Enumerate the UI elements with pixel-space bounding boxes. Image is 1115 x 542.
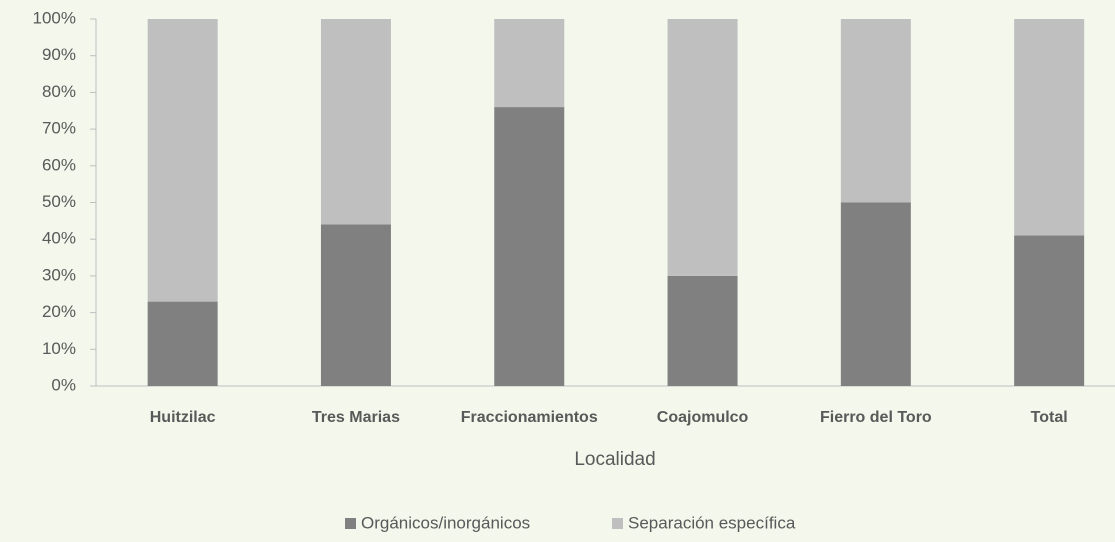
bar-segment	[1014, 19, 1085, 236]
bar-segment	[840, 19, 911, 203]
y-tick-label: 60%	[42, 155, 76, 174]
bar-segment	[494, 107, 565, 386]
bar-segment	[667, 275, 738, 386]
legend-label: Separación específica	[628, 513, 796, 532]
legend-swatch	[612, 518, 623, 529]
x-tick-label: Huitzilac	[150, 409, 216, 426]
x-tick-label: Coajomulco	[657, 409, 749, 426]
bar-segment	[494, 19, 565, 108]
y-tick-label: 0%	[51, 375, 76, 394]
bar-segment	[147, 19, 218, 302]
x-axis-label: Localidad	[574, 449, 655, 470]
x-tick-label: Tres Marias	[312, 409, 400, 426]
x-tick-label: Total	[1031, 409, 1068, 426]
y-tick-label: 50%	[42, 192, 76, 211]
y-tick-label: 40%	[42, 229, 76, 248]
bar-segment	[320, 224, 391, 386]
x-tick-label: Fraccionamientos	[461, 409, 598, 426]
legend-label: Orgánicos/inorgánicos	[361, 513, 530, 532]
y-tick-label: 90%	[42, 45, 76, 64]
y-tick-label: 70%	[42, 119, 76, 138]
y-tick-label: 100%	[33, 8, 76, 27]
bar-segment	[840, 202, 911, 386]
bar-segment	[320, 19, 391, 225]
bar-segment	[667, 19, 738, 276]
y-tick-label: 10%	[42, 339, 76, 358]
y-tick-label: 20%	[42, 302, 76, 321]
legend-swatch	[345, 518, 356, 529]
bar-segment	[147, 301, 218, 386]
y-tick-label: 80%	[42, 82, 76, 101]
y-tick-label: 30%	[42, 265, 76, 284]
x-tick-label: Fierro del Toro	[820, 409, 932, 426]
bar-segment	[1014, 235, 1085, 386]
